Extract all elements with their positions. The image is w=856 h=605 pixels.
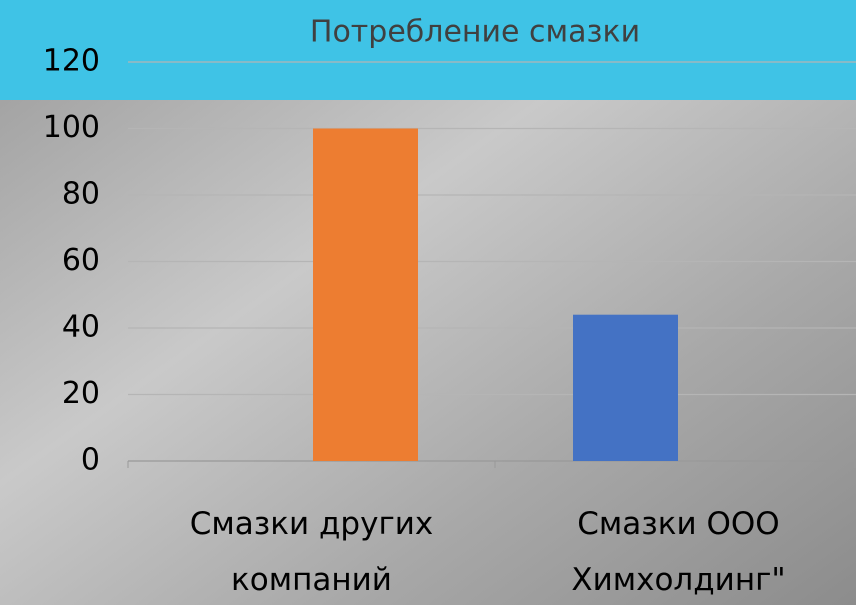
bar [313,129,418,462]
y-tick-label: 0 [81,443,100,478]
chart: Потребление смазки 020406080100120Смазки… [0,0,856,605]
y-tick-label: 20 [62,376,100,411]
y-tick-label: 60 [62,243,100,278]
y-tick-label: 120 [43,44,100,79]
bar [573,315,678,461]
page: Потребление смазки 020406080100120Смазки… [0,0,856,605]
y-tick-label: 100 [43,110,100,145]
y-tick-label: 80 [62,177,100,212]
chart-title: Потребление смазки [310,15,640,50]
y-tick-label: 40 [62,310,100,345]
